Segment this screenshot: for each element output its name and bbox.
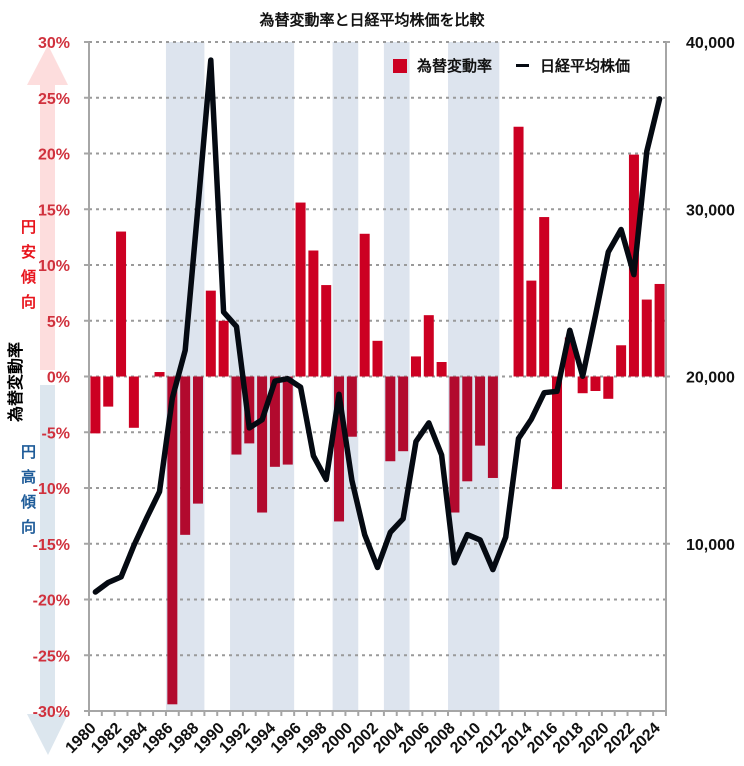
fx-change-bar xyxy=(385,376,396,462)
left-tick-label: -20% xyxy=(33,593,70,610)
arrow-down-icon xyxy=(27,385,68,755)
fx-change-bar xyxy=(167,376,178,705)
fx-change-bar xyxy=(269,376,280,467)
left-tick-label: -30% xyxy=(33,704,70,721)
fx-change-bar xyxy=(603,376,614,399)
legend: 為替変動率 日経平均株価 xyxy=(393,55,630,76)
fx-change-bar xyxy=(398,376,409,452)
fx-change-bar xyxy=(513,126,524,377)
right-tick-label: 20,000 xyxy=(686,370,735,387)
line-legend-icon xyxy=(516,64,530,67)
fx-change-bar xyxy=(205,290,216,377)
x-tick-label: 2024 xyxy=(627,720,664,757)
fx-change-bar xyxy=(257,376,268,513)
fx-change-bar xyxy=(282,376,293,465)
fx-change-bar xyxy=(436,362,447,377)
fx-change-bar xyxy=(218,320,229,377)
y-axis-title: 為替変動率 xyxy=(8,342,25,423)
fx-change-bar xyxy=(231,376,242,455)
chart-title: 為替変動率と日経平均株価を比較 xyxy=(259,12,485,29)
fx-change-bar xyxy=(334,376,345,522)
left-tick-label: 15% xyxy=(38,202,70,219)
fx-change-bar xyxy=(564,337,575,377)
fx-change-bar xyxy=(654,283,665,377)
left-tick-label: 5% xyxy=(47,314,70,331)
fx-change-bar xyxy=(346,376,357,437)
yen-weak-annotation: 円安傾向 xyxy=(19,219,36,319)
fx-change-bar xyxy=(295,202,306,377)
fx-change-bar xyxy=(552,376,563,490)
left-tick-label: -25% xyxy=(33,648,70,665)
fx-change-bar xyxy=(308,250,319,377)
axes xyxy=(84,41,670,716)
fx-change-bar xyxy=(449,376,460,513)
fx-change-bar xyxy=(616,345,627,377)
fx-change-bar xyxy=(462,376,473,482)
left-tick-label: 10% xyxy=(38,258,70,275)
right-tick-label: 10,000 xyxy=(686,537,735,554)
fx-change-bar xyxy=(539,217,550,377)
fx-change-bar xyxy=(116,231,127,377)
right-tick-label: 40,000 xyxy=(686,35,735,52)
left-tick-label: 20% xyxy=(38,147,70,164)
left-tick-label: -5% xyxy=(42,425,70,442)
fx-change-bar xyxy=(487,376,498,478)
direction-arrows xyxy=(27,45,68,755)
yen-strong-annotation: 円高傾向 xyxy=(19,444,36,544)
fx-change-bar xyxy=(372,340,383,377)
fx-change-bar xyxy=(192,376,203,504)
left-tick-label: -10% xyxy=(33,481,70,498)
bar-legend-icon xyxy=(393,58,407,73)
fx-change-bar xyxy=(321,285,332,377)
right-tick-label: 30,000 xyxy=(686,202,735,219)
left-tick-label: 30% xyxy=(38,35,70,52)
fx-change-bar xyxy=(641,299,652,377)
fx-change-bar xyxy=(410,356,421,377)
fx-change-bar xyxy=(590,376,601,391)
legend-label-nikkei: 日経平均株価 xyxy=(540,58,631,75)
left-tick-label: 0% xyxy=(47,370,70,387)
left-tick-label: -15% xyxy=(33,537,70,554)
fx-change-bar xyxy=(103,376,114,407)
arrow-up-icon xyxy=(27,45,68,370)
legend-label-fx: 為替変動率 xyxy=(417,58,493,75)
left-tick-label: 25% xyxy=(38,91,70,108)
fx-change-bar xyxy=(154,372,165,377)
fx-change-bar xyxy=(128,376,139,428)
fx-change-bar xyxy=(526,280,537,377)
fx-change-bar xyxy=(475,376,486,446)
fx-change-bar xyxy=(577,376,588,394)
nikkei-line-path xyxy=(92,57,663,595)
fx-change-bar xyxy=(180,376,191,535)
fx-change-bar xyxy=(359,233,370,377)
nikkei-line xyxy=(92,57,663,595)
fx-change-bar xyxy=(423,315,434,377)
fx-change-bar xyxy=(90,376,101,434)
